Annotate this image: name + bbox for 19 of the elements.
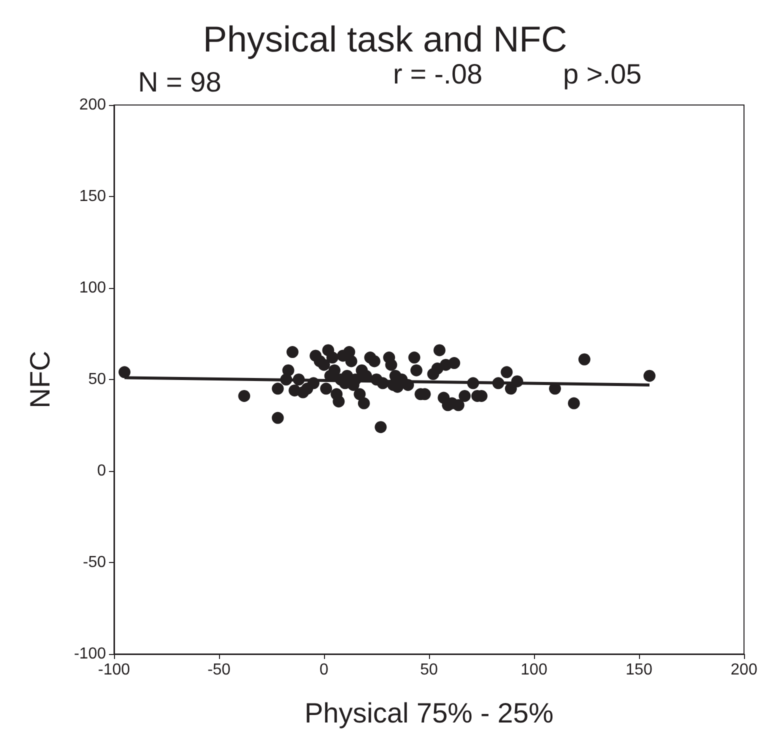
y-tick-label: 150 [79, 188, 106, 205]
y-axis-title: NFC [24, 350, 56, 408]
x-tick-label: 50 [420, 662, 438, 678]
x-tick-label: -50 [207, 662, 231, 678]
x-tick-label: 100 [520, 662, 548, 678]
x-tick-label: 200 [730, 662, 758, 678]
x-tick-label: 0 [320, 662, 329, 678]
text: N = 98 [138, 66, 222, 98]
y-tick-label: 0 [97, 462, 106, 480]
y-tick-label: 200 [79, 96, 106, 114]
y-tick-label: -100 [74, 646, 106, 662]
chart-title: Physical task and NFC [202, 18, 568, 60]
y-tick-label: 50 [88, 371, 106, 388]
y-tick-label: 100 [79, 280, 106, 296]
y-tick-label: -50 [82, 554, 106, 571]
x-axis-title: Physical 75% - 25% [304, 698, 554, 728]
x-tick-label: 150 [626, 662, 652, 678]
text: r = -.08 [393, 58, 482, 90]
text: p >.05 [563, 58, 642, 90]
